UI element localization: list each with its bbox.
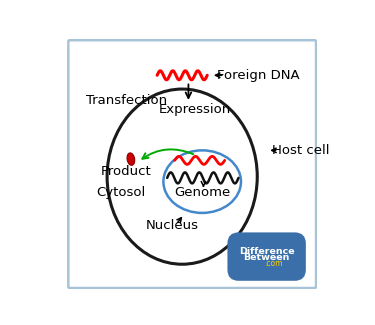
Ellipse shape xyxy=(107,89,257,264)
Ellipse shape xyxy=(127,153,135,165)
Text: Host cell: Host cell xyxy=(272,144,330,157)
Text: Genome: Genome xyxy=(174,187,230,200)
Text: Product: Product xyxy=(100,165,151,178)
FancyBboxPatch shape xyxy=(68,40,316,288)
FancyBboxPatch shape xyxy=(228,233,305,280)
Text: Difference: Difference xyxy=(239,247,294,255)
Text: Between: Between xyxy=(243,254,290,262)
Text: Cytosol: Cytosol xyxy=(96,187,146,200)
FancyBboxPatch shape xyxy=(230,235,303,278)
Ellipse shape xyxy=(164,150,241,213)
Text: Foreign DNA: Foreign DNA xyxy=(217,69,300,82)
Text: Expression: Expression xyxy=(159,103,231,116)
Text: .com: .com xyxy=(264,259,282,268)
Text: Nucleus: Nucleus xyxy=(146,219,199,232)
Text: Transfection: Transfection xyxy=(86,94,167,107)
